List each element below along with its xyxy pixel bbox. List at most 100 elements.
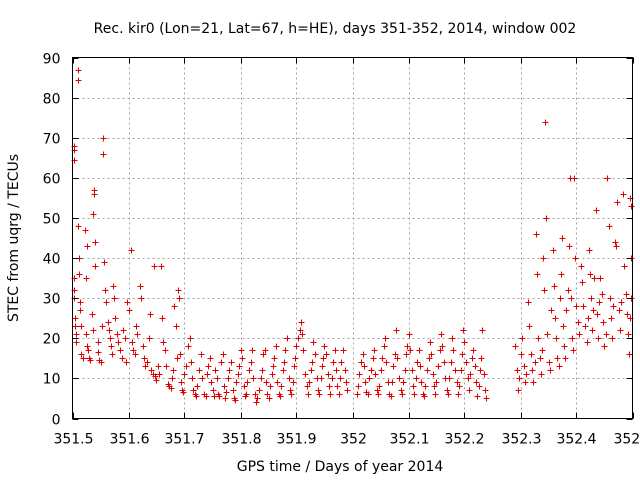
data-point: [449, 335, 456, 342]
data-point: [114, 331, 121, 338]
data-point: [248, 359, 255, 366]
data-point: [563, 307, 570, 314]
data-point: [158, 263, 165, 270]
data-point: [588, 295, 595, 302]
data-point: [371, 347, 378, 354]
data-point: [87, 357, 94, 364]
data-point: [624, 311, 631, 318]
data-point: [406, 331, 413, 338]
data-point: [141, 355, 148, 362]
y-tick-label: 0: [52, 413, 61, 429]
data-point: [83, 275, 90, 282]
data-point: [295, 335, 302, 342]
data-point: [176, 295, 183, 302]
data-points: [71, 67, 635, 406]
data-point: [456, 383, 463, 390]
data-point: [618, 299, 625, 306]
data-point: [621, 263, 628, 270]
data-point: [361, 363, 368, 370]
data-point: [119, 355, 126, 362]
data-point: [330, 359, 337, 366]
data-point: [216, 393, 223, 400]
data-point: [194, 383, 201, 390]
data-point: [538, 371, 545, 378]
data-point: [431, 383, 438, 390]
data-point: [546, 359, 553, 366]
data-point: [626, 351, 633, 358]
data-point: [452, 367, 459, 374]
data-point: [544, 331, 551, 338]
data-point: [537, 355, 544, 362]
data-point: [608, 315, 615, 322]
data-point: [204, 371, 211, 378]
data-point: [340, 347, 347, 354]
data-point: [422, 383, 429, 390]
data-point: [374, 387, 381, 394]
data-point: [299, 331, 306, 338]
data-point: [403, 351, 410, 358]
data-point: [467, 371, 474, 378]
data-point: [115, 339, 122, 346]
data-point: [269, 371, 276, 378]
data-point: [528, 351, 535, 358]
data-point: [171, 303, 178, 310]
data-point: [156, 371, 163, 378]
data-point: [163, 363, 170, 370]
data-point: [587, 271, 594, 278]
data-point: [424, 367, 431, 374]
data-point: [336, 391, 343, 398]
data-point: [612, 239, 619, 246]
data-point: [547, 367, 554, 374]
data-point: [78, 323, 85, 330]
data-point: [530, 379, 537, 386]
data-point: [441, 359, 448, 366]
y-tick-label: 30: [43, 292, 61, 308]
data-point: [321, 343, 328, 350]
data-point: [383, 359, 390, 366]
x-tick-label: 352: [340, 432, 367, 448]
data-point: [382, 335, 389, 342]
data-point: [253, 399, 260, 406]
data-point: [226, 367, 233, 374]
data-point: [362, 379, 369, 386]
data-point: [82, 227, 89, 234]
data-point: [610, 303, 617, 310]
data-point: [432, 391, 439, 398]
data-point: [305, 391, 312, 398]
data-point: [514, 367, 521, 374]
data-point: [241, 383, 248, 390]
data-point: [112, 315, 119, 322]
data-point: [381, 343, 388, 350]
data-point: [177, 351, 184, 358]
x-tick-label: 351.7: [164, 432, 204, 448]
x-tick-label: 352.3: [501, 432, 541, 448]
data-point: [266, 395, 273, 402]
data-point: [399, 391, 406, 398]
data-point: [566, 243, 573, 250]
data-point: [148, 367, 155, 374]
data-point: [393, 327, 400, 334]
y-tick-label: 80: [43, 92, 61, 108]
data-point: [153, 377, 160, 384]
data-point: [287, 387, 294, 394]
data-point: [473, 379, 480, 386]
data-point: [284, 335, 291, 342]
data-point: [267, 383, 274, 390]
data-point: [370, 355, 377, 362]
data-point: [535, 335, 542, 342]
data-point: [515, 387, 522, 394]
data-point: [80, 355, 87, 362]
data-point: [394, 355, 401, 362]
data-point: [409, 367, 416, 374]
data-point: [302, 371, 309, 378]
data-point: [526, 323, 533, 330]
x-tick-label: 352.1: [389, 432, 429, 448]
data-point: [599, 291, 606, 298]
data-point: [557, 295, 564, 302]
y-tick-label: 70: [43, 132, 61, 148]
data-point: [398, 387, 405, 394]
x-tick-label: 351.6: [109, 432, 149, 448]
data-point: [100, 135, 107, 142]
data-point: [455, 391, 462, 398]
data-point: [271, 355, 278, 362]
